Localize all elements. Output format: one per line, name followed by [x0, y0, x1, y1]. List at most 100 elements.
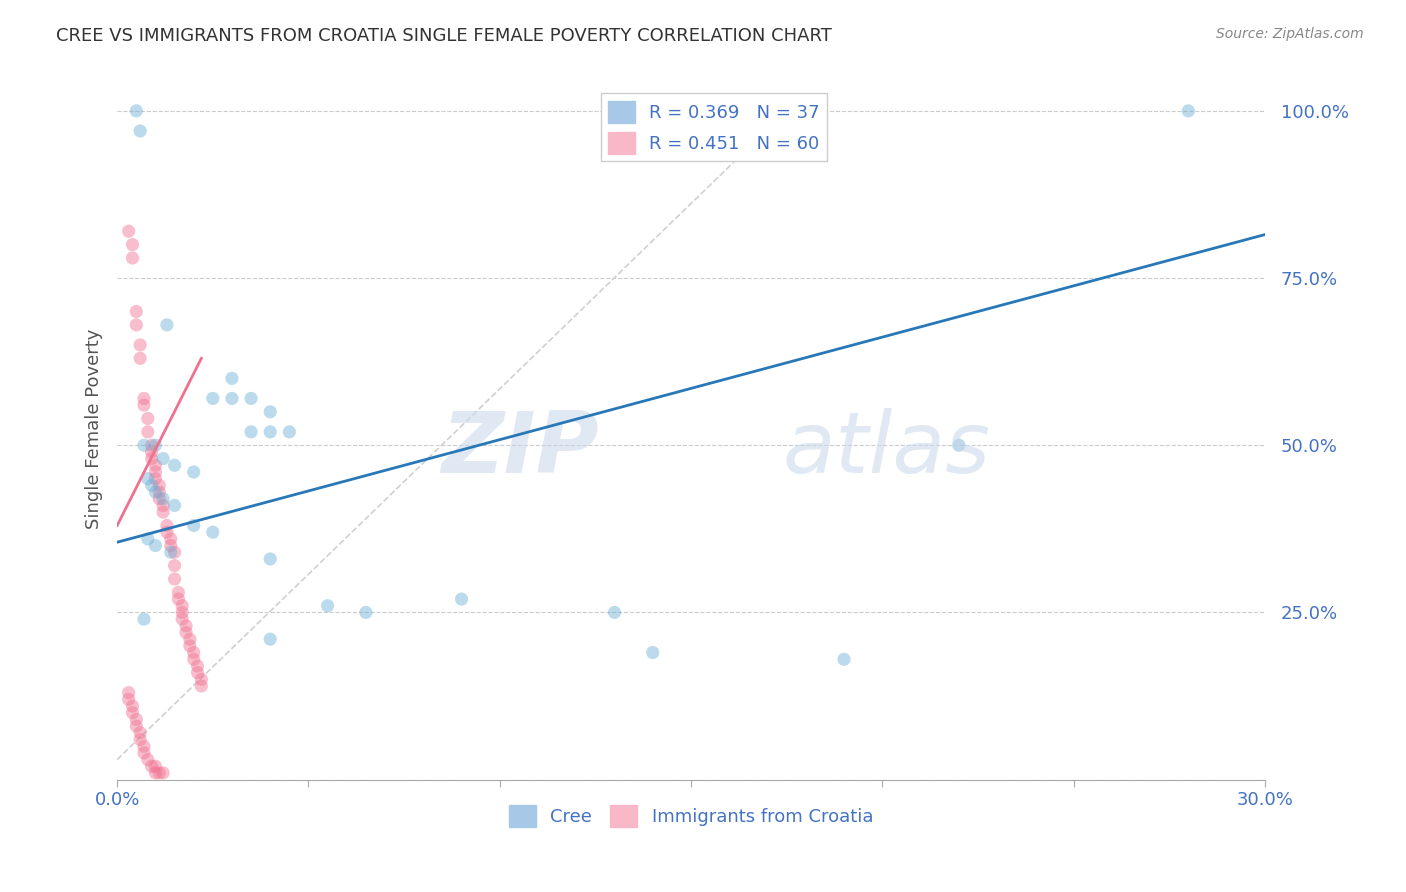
Point	[163, 458, 186, 473]
Point	[152, 451, 174, 466]
Point	[145, 472, 167, 486]
Point	[174, 619, 197, 633]
Point	[159, 532, 181, 546]
Point	[183, 646, 205, 660]
Point	[125, 719, 148, 733]
Point	[190, 673, 212, 687]
Point	[186, 665, 208, 680]
Y-axis label: Single Female Poverty: Single Female Poverty	[86, 328, 103, 529]
Point	[121, 251, 143, 265]
Point	[156, 525, 179, 540]
Point	[132, 612, 155, 626]
Point	[603, 606, 626, 620]
Point	[183, 465, 205, 479]
Point	[141, 445, 163, 459]
Point	[259, 552, 281, 566]
Point	[145, 465, 167, 479]
Point	[240, 425, 263, 439]
Point	[121, 699, 143, 714]
Point	[278, 425, 301, 439]
Point	[163, 572, 186, 586]
Point	[148, 491, 170, 506]
Point	[450, 592, 472, 607]
Point	[121, 237, 143, 252]
Point	[152, 491, 174, 506]
Point	[259, 632, 281, 647]
Point	[141, 451, 163, 466]
Text: atlas: atlas	[783, 409, 991, 491]
Point	[316, 599, 339, 613]
Point	[174, 625, 197, 640]
Point	[125, 304, 148, 318]
Point	[129, 351, 152, 366]
Point	[172, 612, 194, 626]
Point	[163, 558, 186, 573]
Point	[240, 392, 263, 406]
Point	[186, 659, 208, 673]
Point	[132, 739, 155, 754]
Point	[141, 478, 163, 492]
Point	[129, 726, 152, 740]
Point	[125, 103, 148, 118]
Point	[132, 438, 155, 452]
Point	[148, 478, 170, 492]
Point	[125, 713, 148, 727]
Point	[136, 532, 159, 546]
Text: CREE VS IMMIGRANTS FROM CROATIA SINGLE FEMALE POVERTY CORRELATION CHART: CREE VS IMMIGRANTS FROM CROATIA SINGLE F…	[56, 27, 832, 45]
Point	[221, 392, 243, 406]
Point	[125, 318, 148, 332]
Point	[172, 606, 194, 620]
Point	[136, 472, 159, 486]
Legend: Cree, Immigrants from Croatia: Cree, Immigrants from Croatia	[502, 797, 880, 834]
Point	[179, 639, 201, 653]
Point	[152, 499, 174, 513]
Point	[183, 518, 205, 533]
Point	[156, 518, 179, 533]
Point	[145, 759, 167, 773]
Point	[221, 371, 243, 385]
Point	[259, 425, 281, 439]
Point	[132, 392, 155, 406]
Point	[152, 505, 174, 519]
Point	[190, 679, 212, 693]
Point	[641, 646, 664, 660]
Point	[118, 692, 141, 706]
Point	[156, 318, 179, 332]
Point	[948, 438, 970, 452]
Point	[141, 438, 163, 452]
Point	[167, 585, 190, 599]
Text: ZIP: ZIP	[441, 409, 599, 491]
Point	[259, 405, 281, 419]
Point	[201, 392, 224, 406]
Point	[132, 746, 155, 760]
Point	[167, 592, 190, 607]
Point	[121, 706, 143, 720]
Point	[145, 458, 167, 473]
Point	[152, 766, 174, 780]
Point	[145, 539, 167, 553]
Point	[159, 539, 181, 553]
Point	[148, 766, 170, 780]
Point	[179, 632, 201, 647]
Point	[132, 398, 155, 412]
Point	[129, 732, 152, 747]
Point	[136, 753, 159, 767]
Point	[145, 485, 167, 500]
Point	[832, 652, 855, 666]
Point	[163, 545, 186, 559]
Point	[159, 545, 181, 559]
Point	[118, 224, 141, 238]
Point	[148, 485, 170, 500]
Point	[141, 759, 163, 773]
Point	[354, 606, 377, 620]
Point	[118, 686, 141, 700]
Point	[201, 525, 224, 540]
Text: Source: ZipAtlas.com: Source: ZipAtlas.com	[1216, 27, 1364, 41]
Point	[129, 338, 152, 352]
Point	[172, 599, 194, 613]
Point	[136, 425, 159, 439]
Point	[145, 438, 167, 452]
Point	[1177, 103, 1199, 118]
Point	[163, 499, 186, 513]
Point	[183, 652, 205, 666]
